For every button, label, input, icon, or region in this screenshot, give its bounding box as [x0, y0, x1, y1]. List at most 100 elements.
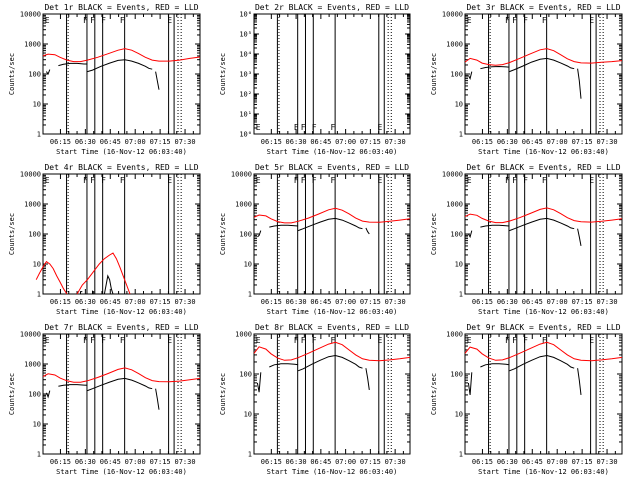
- flag-label: F: [312, 176, 317, 185]
- y-tick-label: 1: [248, 291, 252, 299]
- panel-title: Det 9r BLACK = Events, RED = LLD: [466, 323, 620, 332]
- y-axis-label: Counts/sec: [219, 53, 227, 95]
- events-series-line: [58, 384, 88, 387]
- panel-2: Det 2r BLACK = Events, RED = LLD 10⁰ 10¹ 10…: [219, 3, 411, 156]
- y-tick-label: 10: [455, 261, 463, 269]
- x-tick-label: 07:30: [175, 298, 196, 306]
- x-tick-label: 06:15: [50, 458, 71, 466]
- events-series-line: [256, 372, 262, 393]
- x-tick-label: 07:15: [150, 458, 171, 466]
- lld-series-line: [464, 341, 623, 362]
- flag-label: F: [505, 176, 510, 185]
- x-tick-label: 06:15: [261, 458, 282, 466]
- x-tick-label: 06:45: [310, 298, 331, 306]
- panel-1: Det 1r BLACK = Events, RED = LLD 1 10 100 10…: [8, 3, 201, 156]
- events-series-line: [87, 377, 153, 392]
- flag-label: F: [101, 176, 106, 185]
- flag-label: F: [101, 16, 106, 25]
- flag-label: F: [312, 336, 317, 345]
- x-tick-label: 06:30: [286, 458, 307, 466]
- y-tick-label: 1: [37, 451, 41, 459]
- y-tick-label: 1: [248, 451, 252, 459]
- panel-title: Det 5r BLACK = Events, RED = LLD: [255, 163, 409, 172]
- y-axis-label: Counts/sec: [8, 213, 16, 255]
- flag-label: F: [90, 336, 95, 345]
- x-tick-label: 07:15: [360, 138, 381, 146]
- x-tick-label: 06:30: [497, 458, 518, 466]
- x-tick-label: 06:30: [75, 138, 96, 146]
- x-tick-label: 06:15: [261, 298, 282, 306]
- panel-8: Det 8r BLACK = Events, RED = LLD 1 10 100 10…: [219, 323, 411, 476]
- events-series-line: [269, 224, 299, 228]
- x-tick-label: 07:00: [335, 298, 356, 306]
- x-tick-label: 07:00: [547, 458, 568, 466]
- y-axis-label: Counts/sec: [8, 53, 16, 95]
- x-tick-label: 07:30: [175, 138, 196, 146]
- y-tick-label: 1000: [446, 41, 463, 49]
- flag-end-label: E: [467, 336, 472, 345]
- y-tick-label: 10000: [20, 11, 41, 19]
- x-tick-label: 06:45: [310, 138, 331, 146]
- panel-title: Det 3r BLACK = Events, RED = LLD: [466, 3, 620, 12]
- panel-title: Det 6r BLACK = Events, RED = LLD: [466, 163, 620, 172]
- flag-label: F: [523, 16, 528, 25]
- y-tick-label: 100: [450, 71, 463, 79]
- x-tick-label: 07:00: [335, 138, 356, 146]
- x-tick-label: 07:30: [385, 298, 406, 306]
- flag-end-label: E: [467, 176, 472, 185]
- events-series-line: [509, 57, 575, 73]
- x-tick-label: 06:15: [50, 138, 71, 146]
- flag-label: F: [294, 123, 299, 132]
- x-tick-label: 07:00: [125, 298, 146, 306]
- y-tick-label: 1000: [24, 201, 41, 209]
- flag-label: F: [90, 16, 95, 25]
- events-series-line: [103, 274, 114, 295]
- lld-series-line: [253, 341, 411, 362]
- events-series-line: [509, 217, 575, 232]
- flag-end-label: E: [256, 123, 261, 132]
- flag-end-label: E: [589, 336, 594, 345]
- x-axis-label: Start Time (16-Nov-12 06:03:40): [56, 148, 187, 156]
- events-series-line: [365, 227, 370, 235]
- x-tick-label: 06:45: [100, 138, 121, 146]
- x-axis-label: Start Time (16-Nov-12 06:03:40): [478, 308, 609, 316]
- y-axis-label: Counts/sec: [8, 373, 16, 415]
- y-tick-label: 10: [455, 411, 463, 419]
- y-axis-label: Counts/sec: [430, 53, 438, 95]
- x-axis-label: Start Time (16-Nov-12 06:03:40): [267, 468, 398, 476]
- flag-end-label: E: [256, 176, 261, 185]
- flag-label: F: [512, 16, 517, 25]
- flag-label: F: [542, 16, 547, 25]
- flag-label: F: [330, 336, 335, 345]
- flag-label: F: [512, 176, 517, 185]
- events-series-line: [467, 230, 473, 239]
- flag-label: F: [83, 336, 88, 345]
- y-axis-label: Counts/sec: [219, 373, 227, 415]
- x-tick-label: 06:15: [50, 298, 71, 306]
- y-tick-label: 10: [455, 101, 463, 109]
- flag-label: F: [523, 176, 528, 185]
- plot-frame: [464, 333, 623, 455]
- y-tick-label: 100: [28, 231, 41, 239]
- events-series-line: [87, 59, 153, 73]
- events-series-line: [467, 372, 473, 395]
- events-series-line: [480, 363, 510, 368]
- y-tick-label: 100: [450, 371, 463, 379]
- x-tick-label: 06:15: [472, 138, 493, 146]
- events-series-line: [577, 228, 582, 246]
- plot-frame: [253, 333, 411, 455]
- x-tick-label: 06:45: [100, 298, 121, 306]
- x-tick-label: 07:15: [572, 138, 593, 146]
- flag-label: F: [312, 123, 317, 132]
- flag-label: F: [505, 16, 510, 25]
- panel-5: Det 5r BLACK = Events, RED = LLD 1 10 100 10…: [219, 163, 411, 316]
- panel-4: Det 4r BLACK = Events, RED = LLD 1 10 100 10…: [8, 163, 201, 316]
- x-axis-label: Start Time (16-Nov-12 06:03:40): [478, 148, 609, 156]
- y-tick-label: 100: [450, 231, 463, 239]
- y-tick-label: 1000: [235, 201, 252, 209]
- panel-title: Det 7r BLACK = Events, RED = LLD: [44, 323, 198, 332]
- events-series-line: [80, 291, 83, 294]
- events-series-line: [45, 69, 51, 76]
- y-axis-label: Counts/sec: [219, 213, 227, 255]
